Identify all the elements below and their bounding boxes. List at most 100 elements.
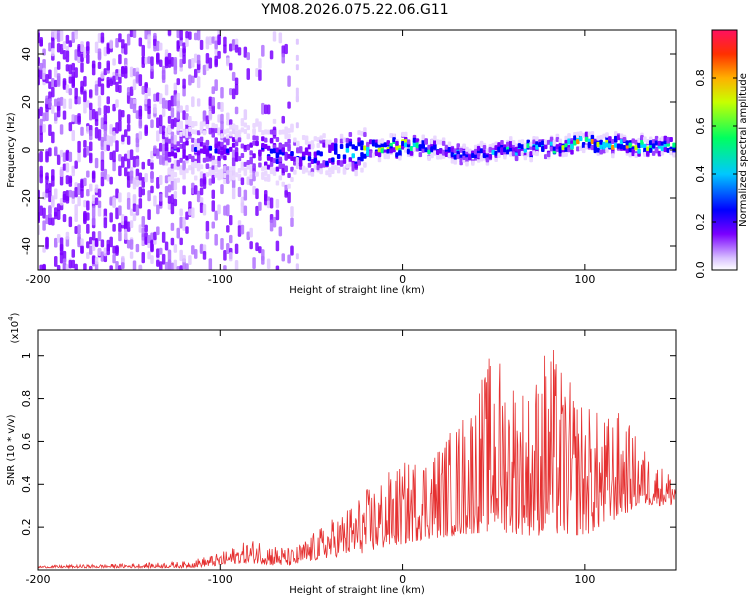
spectrogram-cell: [409, 150, 414, 156]
spectrogram-cell: [660, 136, 665, 142]
spectrogram-cell: [266, 129, 271, 135]
spectrogram-cell: [342, 137, 347, 143]
spectrogram-cell: [272, 148, 277, 154]
spectrogram-cell: [342, 158, 347, 164]
spectrogram-cell: [185, 104, 189, 113]
spectrogram-cell: [179, 137, 183, 143]
spectrogram-cell: [202, 110, 207, 123]
spectrogram-cell: [284, 43, 288, 55]
spectrogram-cell: [208, 145, 213, 151]
spectrogram-cell: [167, 259, 172, 270]
spectrogram-cell: [228, 252, 233, 262]
spectrogram-cell: [97, 205, 102, 217]
spectrogram-cell: [258, 162, 262, 168]
spectrogram-cell: [266, 164, 271, 170]
spectrogram-cell: [328, 158, 332, 164]
spectrogram-cell: [188, 59, 192, 69]
spectrogram-cell: [249, 174, 253, 180]
spectrogram-cell: [234, 259, 239, 270]
spectrogram-cell: [278, 129, 283, 135]
spectrogram-cell: [53, 112, 58, 122]
spectrogram-cell: [126, 221, 131, 232]
spectrogram-cell: [83, 210, 87, 222]
spectrogram-cell: [138, 172, 143, 181]
spectrogram-cell: [287, 128, 291, 134]
spectrogram-cell: [287, 133, 291, 139]
spectrogram-cell: [578, 131, 583, 137]
spectrogram-cell: [94, 84, 99, 96]
spectrogram-cell: [479, 148, 484, 154]
spectrogram-cell: [246, 160, 250, 166]
snr-y-scale-base: (x10: [10, 321, 21, 344]
spectrogram-cell: [261, 143, 265, 149]
spectrogram-cell: [173, 134, 178, 146]
spectrogram-cell: [56, 203, 61, 212]
spectrogram-cell: [39, 118, 43, 126]
spectrogram-cell: [135, 243, 140, 253]
spectrogram-cell: [150, 171, 154, 183]
spectrogram-cell: [173, 198, 178, 207]
spectrogram-cell: [275, 153, 280, 159]
spectrogram-cell: [231, 165, 236, 171]
spectrogram-cell: [39, 133, 43, 143]
spectrogram-cell: [360, 152, 364, 158]
spectrogram-cell: [348, 141, 353, 147]
spectrogram-cell: [109, 236, 113, 248]
spectrogram-cell: [602, 133, 606, 139]
spectrogram-cell: [500, 139, 504, 145]
spectrogram-cell: [234, 141, 239, 147]
spectrogram-cell: [80, 238, 84, 247]
spectrogram-cell: [158, 114, 163, 127]
spectrogram-cell: [65, 84, 70, 94]
spectrogram-cell: [263, 129, 268, 135]
spectrogram-cell: [121, 156, 125, 168]
spectrogram-cell: [121, 110, 125, 118]
spectrogram-cell: [100, 71, 105, 79]
spectrogram-cell: [237, 47, 242, 56]
spectrogram-cell: [199, 39, 204, 50]
spectrogram-cell: [360, 156, 364, 162]
spectrogram-cell: [223, 265, 227, 270]
spectrogram-cell: [179, 208, 183, 217]
spectrogram-cell: [552, 145, 557, 151]
spectrogram-cell: [182, 170, 186, 176]
spectrogram-cell: [199, 187, 204, 196]
spectrogram-cell: [488, 147, 493, 153]
snr-y-scale: (x104): [7, 312, 21, 343]
spectrogram-cell: [74, 67, 78, 78]
spectrogram-cell: [144, 57, 148, 65]
spectrogram-cell: [532, 150, 536, 156]
spectrogram-cell: [185, 113, 189, 122]
spectrogram-cell: [185, 140, 189, 146]
spectrogram-cell: [228, 43, 233, 52]
spectrogram-cell: [158, 59, 163, 67]
spectrogram-cell: [68, 151, 73, 163]
spectrogram-cell: [161, 143, 166, 156]
spectrogram-cell: [261, 102, 265, 115]
spectrogram-cell: [436, 150, 440, 156]
spectrogram-cell: [255, 118, 259, 124]
spectrogram-cell: [377, 157, 382, 163]
spectrogram-cell: [240, 196, 245, 207]
spectrogram-cell: [62, 258, 67, 270]
spectrogram-cell: [578, 136, 583, 142]
spectrogram-cell: [100, 32, 105, 43]
spectrogram-cell: [208, 96, 213, 107]
spectrogram-cell: [643, 147, 647, 153]
spectrogram-cell: [535, 136, 539, 142]
spectrogram-cell: [290, 206, 294, 218]
spectrogram-cell: [106, 144, 110, 152]
spectrogram-cell: [255, 205, 259, 216]
spectrogram-cell: [319, 151, 323, 157]
spectrogram-cell: [205, 220, 210, 232]
spectrogram-cell: [109, 196, 113, 206]
spectrogram-cell: [208, 127, 213, 133]
spectrogram-cell: [97, 61, 102, 70]
spectrogram-cell: [295, 162, 299, 169]
spectrogram-cell: [287, 191, 291, 204]
spectrogram-cell: [392, 137, 396, 143]
spectrogram-cell: [45, 172, 49, 181]
spectrogram-cell: [167, 59, 172, 68]
spectrogram-cell: [258, 121, 262, 127]
spectrogram-cell: [109, 39, 113, 49]
